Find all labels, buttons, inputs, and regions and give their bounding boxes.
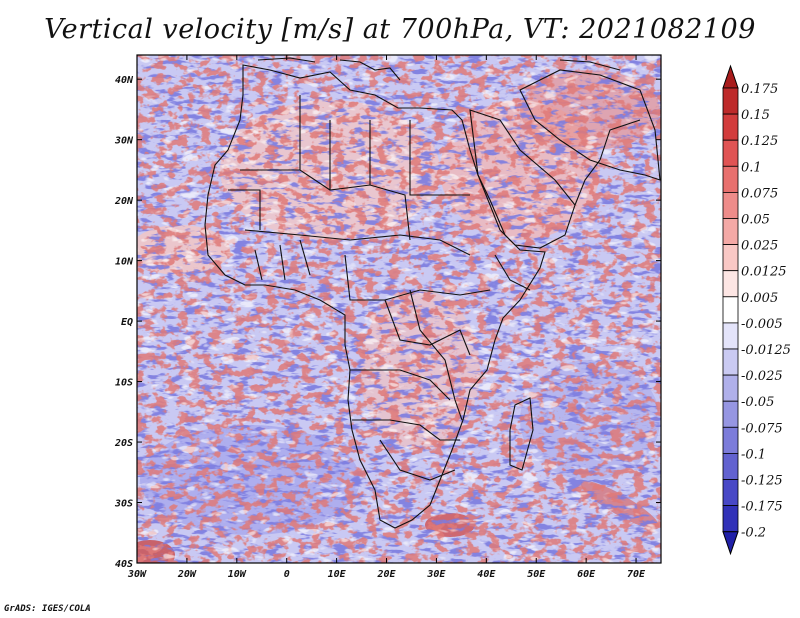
colorbar-label: 0.025 bbox=[741, 239, 778, 254]
lon-label: 60E bbox=[577, 569, 596, 580]
lat-label: 30N bbox=[114, 136, 134, 147]
lat-label: 30S bbox=[114, 499, 133, 510]
lon-label: 0 bbox=[284, 569, 290, 580]
lat-label: 10N bbox=[115, 257, 134, 268]
velocity-field bbox=[137, 55, 661, 563]
lon-label: 20E bbox=[376, 569, 396, 580]
colorbar-swatch bbox=[722, 113, 739, 141]
colorbar-label: -0.05 bbox=[741, 395, 774, 410]
colorbar-swatch bbox=[722, 139, 739, 167]
colorbar-swatch bbox=[722, 479, 739, 507]
lon-label: 20W bbox=[177, 569, 197, 580]
colorbar-swatch bbox=[722, 165, 739, 193]
lat-label: 20N bbox=[114, 196, 134, 207]
colorbar-label: 0.005 bbox=[741, 291, 778, 306]
colorbar-swatch bbox=[722, 270, 739, 298]
lon-label: 10E bbox=[328, 569, 347, 580]
lon-label: 10W bbox=[228, 569, 247, 580]
colorbar-swatch bbox=[722, 87, 739, 115]
colorbar-label: -0.0125 bbox=[741, 343, 791, 358]
lon-label: 30W bbox=[127, 569, 147, 580]
lat-label: 10S bbox=[115, 378, 133, 389]
colorbar-swatch bbox=[722, 191, 739, 219]
lat-label: 20S bbox=[114, 438, 133, 449]
colorbar-label: -0.2 bbox=[741, 526, 766, 541]
colorbar-label: 0.05 bbox=[741, 213, 770, 228]
lon-label: 30E bbox=[426, 569, 446, 580]
colorbar-swatch bbox=[722, 374, 739, 402]
colorbar-label: -0.175 bbox=[741, 500, 783, 515]
colorbar-label: 0.0125 bbox=[741, 265, 787, 280]
chart-title: Vertical velocity [m/s] at 700hPa, VT: 2… bbox=[44, 14, 756, 45]
colorbar-label: 0.15 bbox=[741, 108, 770, 123]
colorbar-swatch bbox=[722, 400, 739, 428]
lat-label: 40S bbox=[115, 559, 133, 570]
colorbar-label: -0.025 bbox=[741, 369, 783, 384]
colorbar-swatch bbox=[722, 505, 739, 533]
credit-text: GrADS: IGES/COLA bbox=[4, 604, 91, 614]
lat-label: EQ bbox=[121, 317, 133, 328]
lon-label: 70E bbox=[627, 569, 646, 580]
colorbar-label: 0.1 bbox=[741, 160, 762, 175]
lon-label: 50E bbox=[527, 569, 546, 580]
colorbar-swatch bbox=[722, 244, 739, 272]
colorbar-label: -0.1 bbox=[741, 447, 766, 462]
colorbar-swatch bbox=[722, 348, 739, 376]
colorbar: 0.175 0.15 0.125 0.1 0.075 0.05 0.025 0.0125 0.0… bbox=[722, 64, 791, 556]
colorbar-label: 0.075 bbox=[741, 186, 778, 201]
colorbar-label: -0.125 bbox=[741, 474, 783, 489]
colorbar-swatch bbox=[722, 322, 739, 350]
colorbar-label: 0.125 bbox=[741, 134, 778, 149]
colorbar-arrow-top bbox=[722, 64, 739, 89]
colorbar-swatch bbox=[722, 452, 739, 480]
colorbar-swatch bbox=[722, 218, 739, 246]
map-axes: 30W 20W 10W 0 10E 20E 30E 40E 50E 60E 70E 40N 30N 20N… bbox=[114, 55, 661, 580]
coastline bbox=[204, 57, 661, 529]
colorbar-swatch bbox=[722, 296, 739, 324]
colorbar-label: -0.075 bbox=[741, 421, 783, 436]
colorbar-label: -0.005 bbox=[741, 317, 783, 332]
lon-label: 40E bbox=[477, 569, 496, 580]
lat-label: 40N bbox=[115, 75, 134, 86]
colorbar-label: 0.175 bbox=[741, 82, 778, 97]
colorbar-arrow-bottom bbox=[722, 531, 739, 556]
colorbar-swatch bbox=[722, 426, 739, 454]
